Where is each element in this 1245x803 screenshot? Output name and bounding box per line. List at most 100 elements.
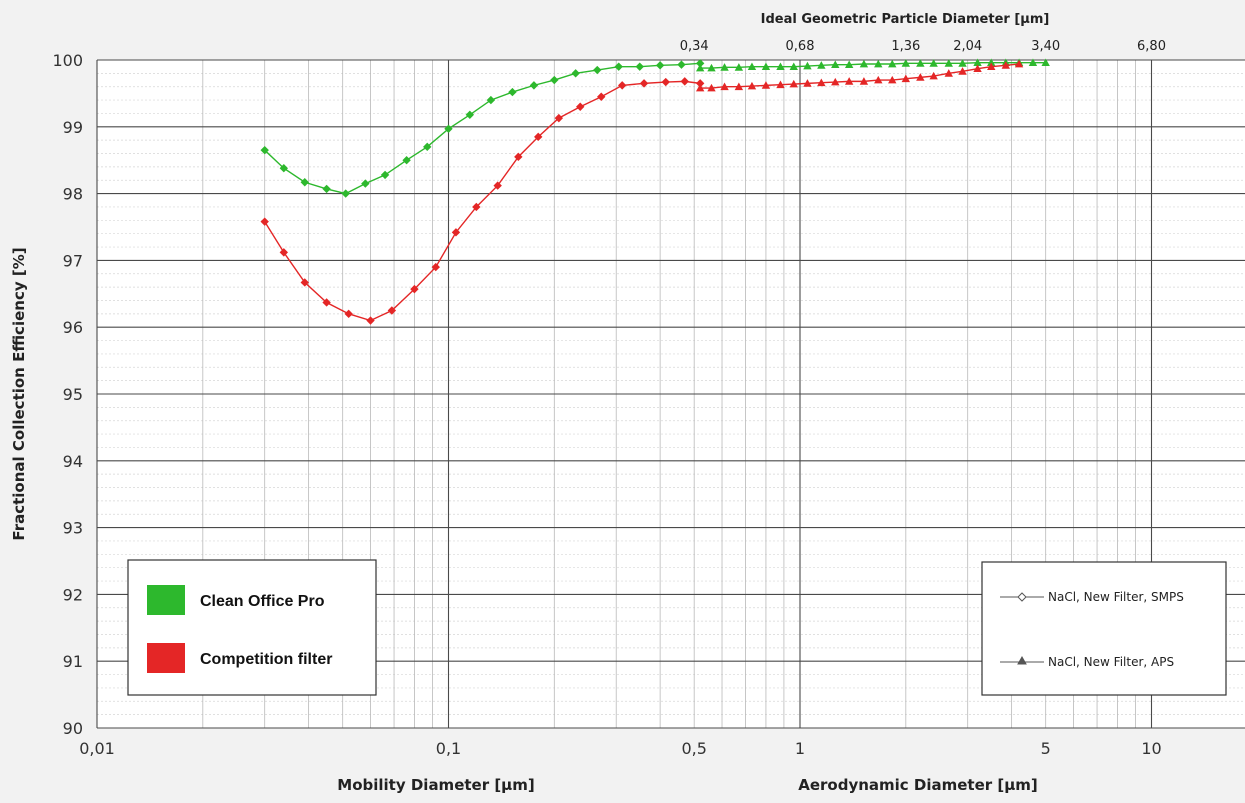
point-smps-competition-filter (431, 262, 440, 272)
y-tick-label: 90 (63, 719, 83, 738)
point-aps-competition-filter (695, 83, 705, 92)
point-smps-competition-filter (680, 77, 689, 86)
point-smps-clean-office-pro (341, 189, 350, 198)
legend-label-smps: NaCl, New Filter, SMPS (1048, 590, 1184, 604)
legend-smps-diamond-icon (1017, 592, 1027, 602)
point-smps-competition-filter (493, 181, 502, 190)
y-tick-label: 100 (52, 51, 83, 70)
x-axis-title-aerodynamic: Aerodynamic Diameter [µm] (798, 776, 1038, 794)
point-smps-competition-filter (661, 77, 670, 87)
point-smps-competition-filter (639, 79, 649, 88)
point-smps-competition-filter (366, 316, 375, 325)
top-tick-label: 0,34 (680, 39, 709, 54)
point-aps-clean-office-pro (859, 59, 869, 68)
point-aps-clean-office-pro (944, 59, 953, 67)
point-aps-clean-office-pro (789, 62, 798, 71)
x-axis-title-mobility: Mobility Diameter [µm] (337, 776, 534, 794)
y-tick-label: 92 (63, 585, 83, 604)
point-aps-clean-office-pro (707, 63, 716, 72)
point-aps-clean-office-pro (888, 59, 897, 68)
legend-label-clean-office-pro: Clean Office Pro (200, 593, 325, 610)
point-smps-competition-filter (617, 81, 627, 90)
point-smps-clean-office-pro (260, 145, 269, 155)
legend-label-competition-filter: Competition filter (200, 651, 332, 668)
point-smps-clean-office-pro (361, 179, 370, 188)
x-tick-label: 1 (795, 739, 805, 758)
point-aps-clean-office-pro (874, 59, 883, 68)
point-aps-competition-filter (761, 81, 771, 89)
point-aps-competition-filter (831, 77, 840, 86)
x-tick-label: 0,01 (79, 739, 115, 758)
point-aps-clean-office-pro (761, 62, 771, 71)
top-tick-label: 6,80 (1137, 39, 1166, 54)
y-tick-label: 94 (63, 452, 83, 471)
x-tick-label: 10 (1141, 739, 1161, 758)
point-smps-clean-office-pro (300, 178, 309, 187)
point-aps-competition-filter (720, 82, 729, 91)
series-line-smps-clean-office-pro (264, 62, 701, 195)
point-aps-competition-filter (776, 80, 785, 89)
point-smps-clean-office-pro (322, 184, 331, 194)
point-smps-clean-office-pro (695, 59, 705, 68)
point-aps-competition-filter (944, 69, 953, 77)
point-aps-clean-office-pro (817, 61, 826, 69)
point-aps-clean-office-pro (901, 59, 911, 67)
series-layer (260, 58, 1050, 325)
point-aps-competition-filter (901, 74, 911, 83)
point-aps-clean-office-pro (747, 62, 757, 71)
point-smps-clean-office-pro (486, 95, 496, 105)
point-smps-competition-filter (279, 248, 289, 257)
point-aps-clean-office-pro (803, 61, 812, 70)
point-aps-competition-filter (817, 78, 826, 87)
y-tick-label: 98 (63, 185, 83, 204)
y-tick-label: 96 (63, 318, 83, 337)
point-aps-competition-filter (747, 81, 757, 90)
point-smps-clean-office-pro (614, 62, 623, 71)
point-aps-competition-filter (789, 79, 798, 88)
y-tick-label: 97 (63, 251, 83, 270)
y-tick-label: 95 (63, 385, 83, 404)
point-aps-competition-filter (844, 77, 854, 85)
point-aps-clean-office-pro (831, 60, 840, 69)
point-aps-clean-office-pro (958, 59, 967, 67)
point-smps-competition-filter (300, 278, 309, 287)
point-aps-clean-office-pro (987, 58, 996, 67)
series-line-smps-competition-filter (264, 80, 701, 322)
x-tick-label: 5 (1041, 739, 1051, 758)
point-aps-competition-filter (888, 75, 897, 84)
top-axis-title: Ideal Geometric Particle Diameter [µm] (761, 12, 1050, 27)
point-aps-clean-office-pro (929, 59, 938, 67)
point-smps-competition-filter (260, 217, 269, 226)
point-aps-competition-filter (987, 62, 996, 71)
point-smps-clean-office-pro (529, 81, 539, 90)
point-smps-competition-filter (472, 202, 481, 212)
top-tick-label: 0,68 (786, 39, 815, 54)
point-smps-competition-filter (344, 309, 353, 319)
point-smps-competition-filter (387, 306, 397, 315)
point-smps-clean-office-pro (677, 60, 686, 69)
x-tick-label: 0,5 (681, 739, 706, 758)
point-smps-clean-office-pro (465, 110, 475, 119)
legend-label-aps: NaCl, New Filter, APS (1048, 655, 1174, 669)
point-aps-clean-office-pro (973, 58, 982, 67)
point-aps-competition-filter (1001, 61, 1010, 69)
top-tick-label: 2,04 (953, 39, 982, 54)
point-aps-clean-office-pro (776, 62, 785, 71)
point-smps-clean-office-pro (279, 164, 289, 173)
legend-aps-triangle-icon (1017, 655, 1027, 665)
point-smps-competition-filter (695, 79, 705, 88)
point-smps-competition-filter (576, 102, 585, 111)
top-tick-label: 1,36 (891, 39, 920, 54)
legend-markers-box (981, 561, 1227, 696)
point-aps-competition-filter (1014, 59, 1024, 68)
top-tick-label: 3,40 (1031, 39, 1060, 54)
point-aps-clean-office-pro (916, 59, 925, 67)
point-smps-competition-filter (597, 92, 606, 101)
y-axis-title: Fractional Collection Efficiency [%] (10, 247, 28, 540)
point-smps-competition-filter (514, 152, 523, 162)
legend-swatch-clean-office-pro (147, 585, 185, 615)
point-smps-competition-filter (451, 228, 461, 237)
legend-colors-box (127, 559, 377, 696)
point-smps-clean-office-pro (655, 61, 665, 70)
